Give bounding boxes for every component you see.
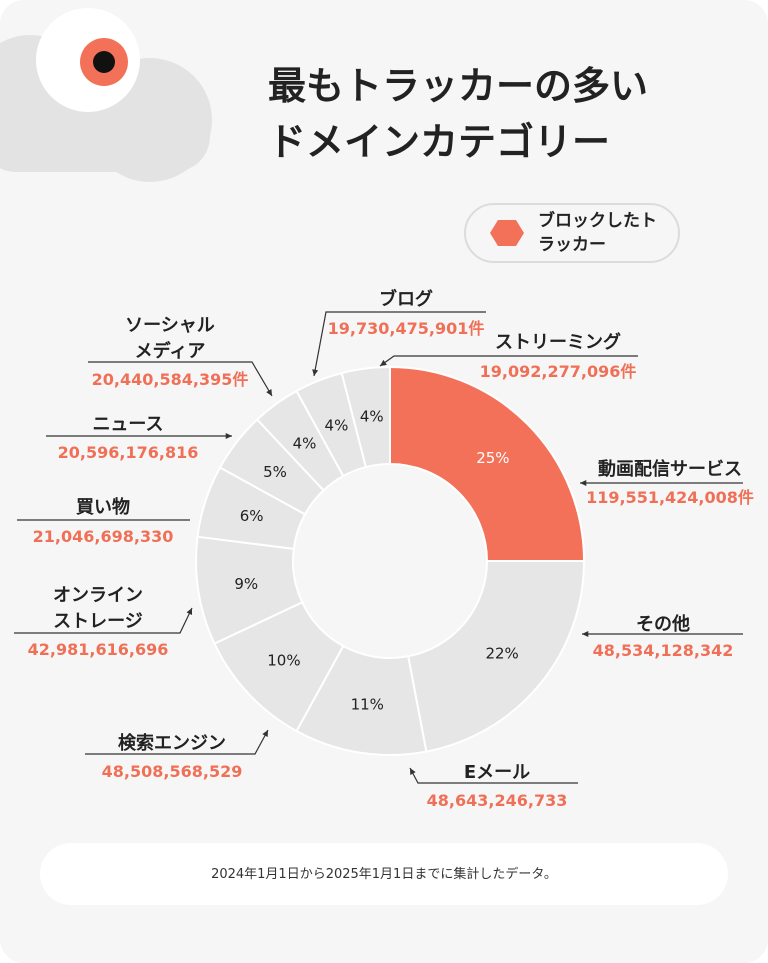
slice-percent-label: 4% bbox=[293, 434, 317, 452]
callout-arrow-icon bbox=[580, 479, 587, 487]
callout: ブログ 19,730,475,901件 bbox=[312, 288, 486, 377]
callout-arrow-icon bbox=[262, 730, 268, 737]
callout-line bbox=[85, 729, 269, 755]
callout-arrow-icon bbox=[186, 608, 193, 615]
category-value: 42,981,616,696 bbox=[28, 640, 169, 659]
callout: Eメール 48,643,246,733 bbox=[409, 762, 578, 810]
slice-percent-label: 5% bbox=[263, 463, 287, 481]
slice-percent-label: 6% bbox=[240, 507, 264, 525]
category-name: ストレージ bbox=[53, 611, 143, 632]
page-title: 最もトラッカーの多い ドメインカテゴリー bbox=[268, 58, 648, 170]
legend-label: ブロックしたトラッカー bbox=[538, 211, 657, 255]
callout: 買い物 21,046,698,330 bbox=[17, 496, 190, 546]
footnote-box: 2024年1月1日から2025年1月1日までに集計したデータ。 bbox=[40, 843, 728, 905]
slice-percent-label: 22% bbox=[485, 645, 518, 663]
callout: ニュース 20,596,176,816 bbox=[46, 414, 232, 462]
slice-percent-label: 4% bbox=[325, 417, 349, 435]
callout-arrow-icon bbox=[410, 768, 416, 775]
slice-9 bbox=[340, 365, 391, 469]
category-name: ソーシャル bbox=[125, 315, 215, 336]
callout-arrow-icon bbox=[266, 389, 272, 396]
donut-chart: 25% 動画配信サービス 119,551,424,008件 22% その他 48,534,… bbox=[14, 288, 754, 810]
mascot-cloud-eye-icon bbox=[0, 8, 212, 182]
callout: 動画配信サービス 119,551,424,008件 bbox=[580, 458, 754, 507]
category-name: Eメール bbox=[464, 762, 530, 783]
category-name: メディア bbox=[135, 340, 206, 362]
callout: その他 48,534,128,342 bbox=[582, 613, 743, 660]
category-name: オンライン bbox=[53, 585, 143, 606]
category-value: 48,508,568,529 bbox=[102, 762, 243, 781]
slice-percent-label: 10% bbox=[267, 652, 300, 670]
slice-percent-label: 11% bbox=[351, 696, 384, 714]
callout-arrow-icon bbox=[225, 432, 232, 440]
slice-percent-label: 9% bbox=[234, 575, 258, 593]
category-value: 21,046,698,330 bbox=[33, 527, 174, 546]
slice-percent-label: 4% bbox=[360, 408, 384, 426]
callout-arrow-icon bbox=[312, 369, 319, 376]
category-value: 48,643,246,733 bbox=[427, 791, 568, 810]
category-name: ストリーミング bbox=[495, 331, 621, 353]
category-value: 19,092,277,096件 bbox=[480, 362, 637, 381]
category-name: 動画配信サービス bbox=[598, 458, 742, 480]
category-name: 検索エンジン bbox=[118, 732, 226, 754]
category-value: 19,730,475,901件 bbox=[328, 319, 485, 338]
category-name: その他 bbox=[636, 613, 690, 635]
category-name: 買い物 bbox=[76, 496, 130, 518]
footnote: 2024年1月1日から2025年1月1日までに集計したデータ。 bbox=[211, 867, 557, 882]
category-value: 20,596,176,816 bbox=[58, 443, 199, 462]
callout: 検索エンジン 48,508,568,529 bbox=[85, 729, 269, 781]
callout-line bbox=[313, 311, 486, 377]
category-value: 20,440,584,395件 bbox=[92, 370, 249, 389]
slice-percent-label: 25% bbox=[476, 449, 509, 467]
title-line-1: 最もトラッカーの多い bbox=[268, 64, 649, 108]
category-name: ブログ bbox=[379, 288, 433, 310]
callout: ストリーミング 19,092,277,096件 bbox=[379, 331, 638, 381]
category-value: 119,551,424,008件 bbox=[586, 488, 754, 507]
callout-arrow-icon bbox=[380, 359, 387, 366]
title-line-2: ドメインカテゴリー bbox=[268, 120, 611, 164]
category-value: 48,534,128,342 bbox=[593, 641, 734, 660]
callout-line bbox=[14, 607, 193, 634]
callout-arrow-icon bbox=[582, 630, 589, 638]
hexagon-icon bbox=[490, 220, 524, 246]
slice-0 bbox=[389, 365, 586, 562]
legend: ブロックしたトラッカー bbox=[464, 203, 680, 263]
slice-1 bbox=[407, 560, 586, 753]
category-name: ニュース bbox=[92, 414, 163, 435]
callout-line bbox=[88, 361, 273, 397]
